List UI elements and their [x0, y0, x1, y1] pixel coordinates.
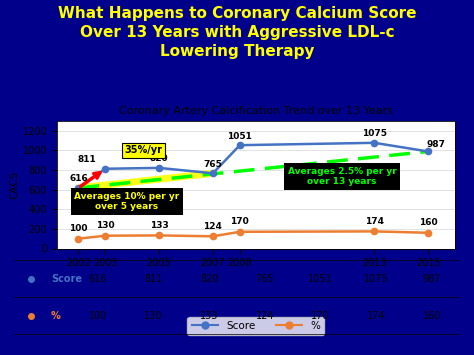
%	[102, 234, 108, 238]
Score	[156, 166, 162, 170]
Text: What Happens to Coronary Calcium Score
Over 13 Years with Aggressive LDL-c
Lower: What Happens to Coronary Calcium Score O…	[58, 6, 416, 59]
Text: 1075: 1075	[364, 274, 389, 284]
Score	[102, 166, 108, 171]
Score	[237, 143, 243, 147]
Text: Score: Score	[51, 274, 82, 284]
Score	[210, 171, 216, 175]
Line: Score: Score	[75, 140, 431, 191]
Text: 174: 174	[367, 311, 385, 321]
Title: Coronary Artery Calcification Trend over 13 Years: Coronary Artery Calcification Trend over…	[119, 106, 393, 116]
Text: 174: 174	[365, 217, 384, 226]
Text: 765: 765	[255, 274, 274, 284]
Text: 100: 100	[89, 311, 107, 321]
%	[210, 234, 216, 239]
Score	[75, 186, 81, 190]
Text: 765: 765	[203, 160, 222, 169]
Text: 100: 100	[69, 224, 88, 233]
Text: 160: 160	[423, 311, 441, 321]
%	[237, 230, 243, 234]
Text: 1051: 1051	[308, 274, 333, 284]
Line: %: %	[75, 228, 431, 242]
Text: 1075: 1075	[362, 129, 387, 138]
Text: 170: 170	[311, 311, 330, 321]
Text: 130: 130	[96, 221, 115, 230]
Legend: Score, %: Score, %	[187, 317, 325, 335]
Text: Averages 10% per yr
over 5 years: Averages 10% per yr over 5 years	[74, 192, 180, 211]
Text: 160: 160	[419, 218, 438, 227]
Text: 133: 133	[200, 311, 219, 321]
Score	[372, 141, 377, 145]
Text: 811: 811	[77, 155, 96, 164]
Text: 35%/yr: 35%/yr	[124, 145, 162, 155]
Text: 820: 820	[150, 154, 168, 163]
Text: 616: 616	[69, 174, 88, 182]
%	[425, 231, 431, 235]
Text: 987: 987	[423, 274, 441, 284]
Text: %: %	[51, 311, 61, 321]
Text: 133: 133	[150, 221, 168, 230]
Text: 1051: 1051	[228, 132, 252, 141]
%	[75, 236, 81, 241]
Text: 820: 820	[200, 274, 219, 284]
Text: 811: 811	[144, 274, 163, 284]
%	[156, 233, 162, 237]
Text: 987: 987	[427, 140, 446, 148]
Score	[425, 149, 431, 154]
Y-axis label: CACS: CACS	[10, 170, 20, 199]
Text: 616: 616	[89, 274, 107, 284]
Text: 130: 130	[144, 311, 163, 321]
%	[372, 229, 377, 234]
Text: 124: 124	[255, 311, 274, 321]
Text: Averages 2.5% per yr
over 13 years: Averages 2.5% per yr over 13 years	[288, 167, 396, 186]
Text: 124: 124	[203, 222, 222, 231]
Text: 170: 170	[230, 217, 249, 226]
